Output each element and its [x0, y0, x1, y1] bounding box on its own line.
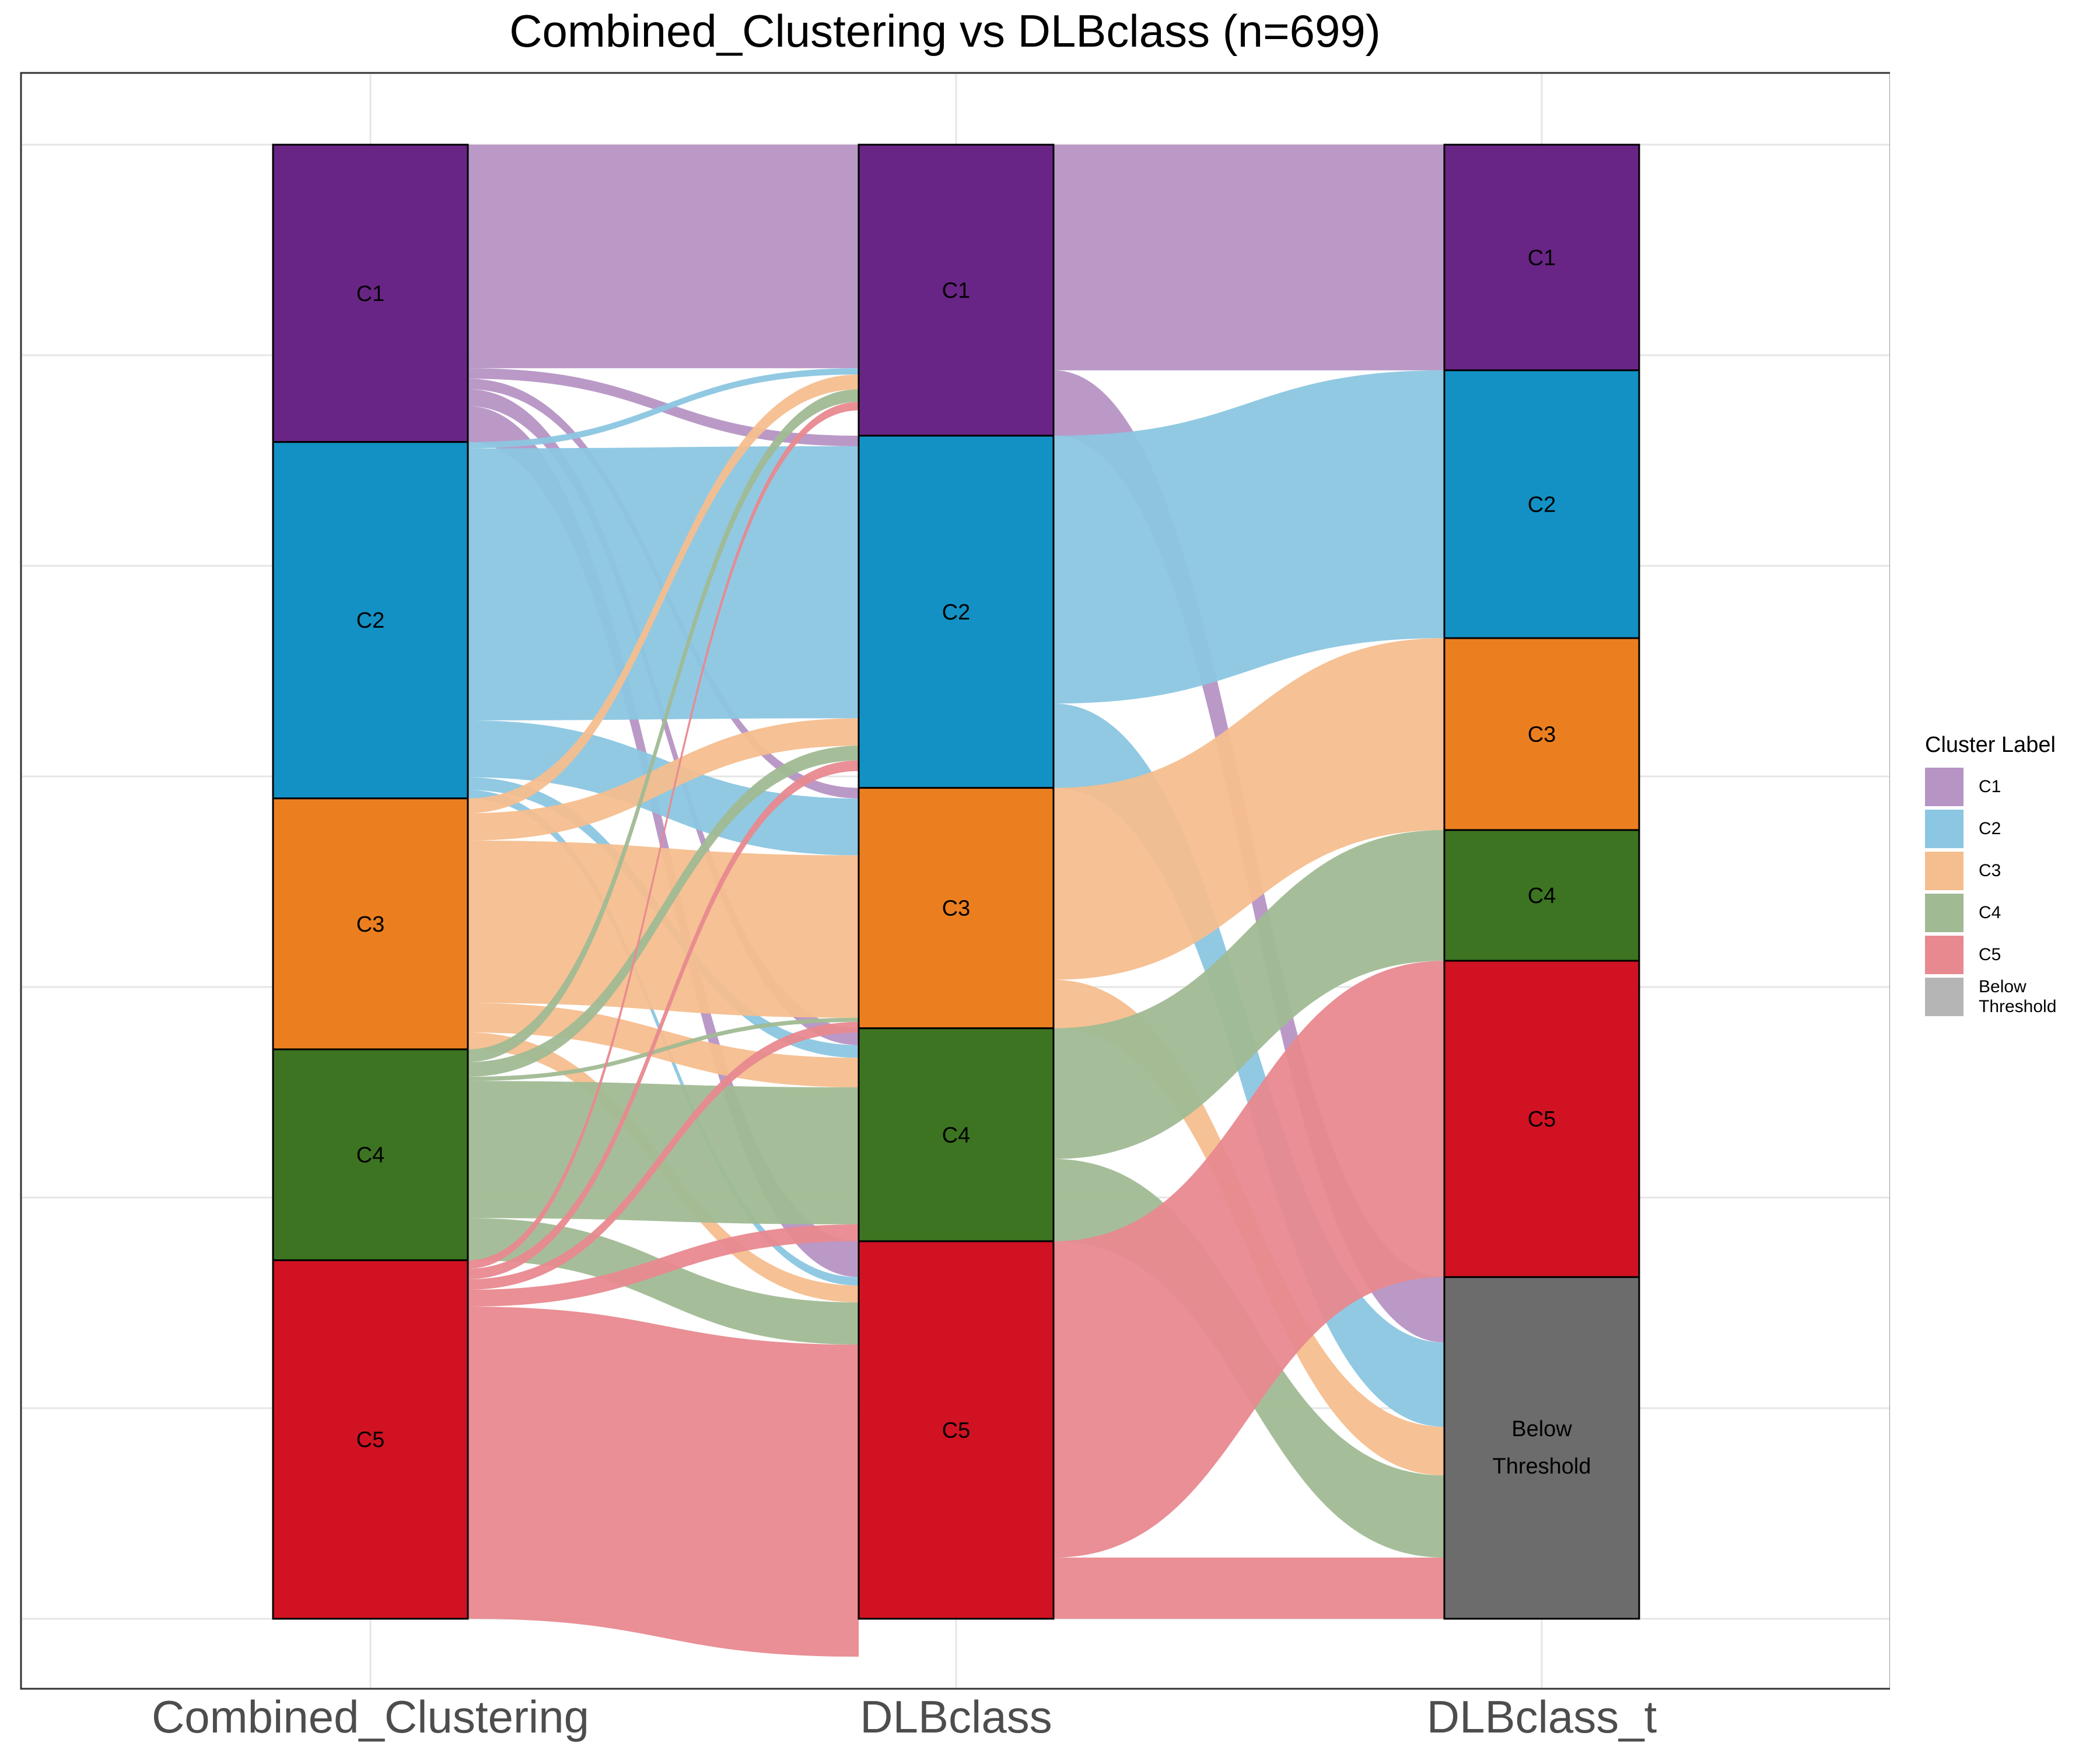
legend-swatch: [1925, 936, 1964, 974]
flow-b-c3-to-c3: [1054, 638, 1444, 980]
node-label-combined-clustering-c2: C2: [356, 608, 385, 633]
flow-a-c5-to-c2: [468, 760, 859, 1279]
node-label-combined-clustering-c4: C4: [356, 1143, 385, 1168]
node-combined-clustering-c3: [272, 797, 469, 1051]
flow-b-c5-to-c5: [1054, 961, 1444, 1558]
node-dlbclass-c1: [858, 144, 1055, 437]
legend-item: C4: [1925, 892, 2072, 934]
flow-a-c5-to-c5: [468, 1306, 859, 1657]
flow-a-c3-to-c4: [468, 1003, 859, 1087]
flows-combined-to-dlbclass: [468, 145, 859, 1657]
flow-a-c4-to-c5: [468, 1218, 859, 1345]
node-label-dlbclass-t-c1: C1: [1528, 246, 1556, 270]
flow-a-c2-to-c2: [468, 446, 859, 720]
node-combined-clustering-c1: [272, 144, 469, 443]
flow-a-c5-to-c1: [468, 402, 859, 1269]
node-label-dlbclass-t-c4: C4: [1528, 884, 1556, 908]
flow-a-c4-to-c1: [468, 389, 859, 1062]
chart-title: Combined_Clustering vs DLBclass (n=699): [509, 5, 1381, 57]
legend-label: C2: [1979, 819, 2001, 838]
node-dlbclass-t-c2: [1443, 369, 1640, 639]
node-dlbclass-t-c1: [1443, 144, 1640, 372]
legend-label: C1: [1979, 777, 2001, 796]
node-dlbclass-c2: [858, 435, 1055, 789]
node-label-dlbclass-c3: C3: [942, 897, 971, 921]
node-label-dlbclass-t-c3: C3: [1528, 722, 1556, 747]
node-label-combined-clustering-c1: C1: [356, 282, 385, 306]
node-label-dlbclass-c4: C4: [942, 1123, 971, 1147]
node-label-dlbclass-t-c2: C2: [1528, 492, 1556, 517]
node-dlbclass-c5: [858, 1240, 1055, 1620]
flow-a-c3-to-c1: [468, 374, 859, 814]
legend-swatch: [1925, 768, 1964, 806]
flow-a-c3-to-c3: [468, 841, 859, 1018]
flow-b-c1-to-c1: [1054, 145, 1444, 370]
node-dlbclass-c3: [858, 787, 1055, 1030]
legend-items: C1 C2 C3 C4 C5 Below Threshold: [1925, 766, 2072, 1018]
flow-b-c4-to-c4: [1054, 830, 1444, 1159]
node-label-line: Threshold: [1493, 1454, 1591, 1479]
node-label-dlbclass-c1: C1: [942, 278, 971, 303]
node-dlbclass-c4: [858, 1027, 1055, 1242]
legend-swatch: [1925, 978, 1964, 1016]
legend-item: C5: [1925, 934, 2072, 976]
legend-item: C3: [1925, 850, 2072, 892]
node-combined-clustering-c2: [272, 441, 469, 800]
node-stacks: C1 C2 C3 C4 C5 C1 C2 C3 C4 C5 C1 C2 C3 C4 C5 Below Thres…: [272, 144, 1640, 1620]
legend-swatch: [1925, 852, 1964, 890]
node-label-line: Below: [1511, 1417, 1572, 1441]
node-dlbclass-t-c5: [1443, 960, 1640, 1278]
node-label-dlbclass-c2: C2: [942, 600, 971, 625]
sankey-plot: C1 C2 C3 C4 C5 C1 C2 C3 C4 C5 C1 C2 C3 C4 C5 Below Thres…: [20, 72, 1890, 1690]
flows-dlbclass-to-dlbclass-t: [1054, 145, 1444, 1619]
legend-swatch: [1925, 894, 1964, 932]
node-label-dlbclass-t-below-threshold: Below Threshold: [1493, 1417, 1591, 1479]
legend-label: C5: [1979, 945, 2001, 964]
flow-b-c2-to-c2: [1054, 370, 1444, 704]
flow-a-c1-to-c1: [468, 145, 859, 369]
legend-label: Below Threshold: [1979, 977, 2057, 1016]
flow-a-c2-to-c1: [468, 368, 859, 449]
flow-a-c4-to-c3: [468, 1017, 859, 1082]
legend: Cluster Label C1 C2 C3 C4 C5 Below Threshold: [1925, 733, 2072, 1018]
node-dlbclass-t-c3: [1443, 637, 1640, 831]
node-label-combined-clustering-c5: C5: [356, 1428, 385, 1452]
flow-a-c4-to-c2: [468, 746, 859, 1077]
node-dlbclass-t-c4: [1443, 829, 1640, 962]
flow-a-c5-to-c4: [468, 1224, 859, 1307]
flow-a-c5-to-c3: [468, 1021, 859, 1290]
node-dlbclass-t-below-threshold: [1443, 1276, 1640, 1620]
node-label-combined-clustering-c3: C3: [356, 912, 385, 937]
node-combined-clustering-c4: [272, 1048, 469, 1261]
flow-a-c3-to-c2: [468, 718, 859, 841]
x-axis-label-dlbclass-t: DLBclass_t: [1426, 1691, 1657, 1742]
node-combined-clustering-c5: [272, 1259, 469, 1620]
legend-label: C3: [1979, 861, 2001, 880]
legend-item: Below Threshold: [1925, 976, 2072, 1018]
legend-label: C4: [1979, 903, 2001, 922]
x-axis-label-combined-clustering: Combined_Clustering: [151, 1691, 590, 1742]
flow-a-c1-to-c5: [468, 406, 859, 1278]
legend-item: C2: [1925, 808, 2072, 850]
flow-b-c5-to-below-threshold: [1054, 1558, 1444, 1619]
legend-title: Cluster Label: [1925, 733, 2056, 757]
legend-item: C1: [1925, 766, 2072, 808]
node-label-dlbclass-c5: C5: [942, 1418, 971, 1443]
flow-b-c2-to-below-threshold: [1054, 704, 1444, 1427]
x-axis-label-dlbclass: DLBclass: [860, 1691, 1052, 1742]
legend-swatch: [1925, 810, 1964, 848]
node-label-dlbclass-t-c5: C5: [1528, 1107, 1556, 1132]
